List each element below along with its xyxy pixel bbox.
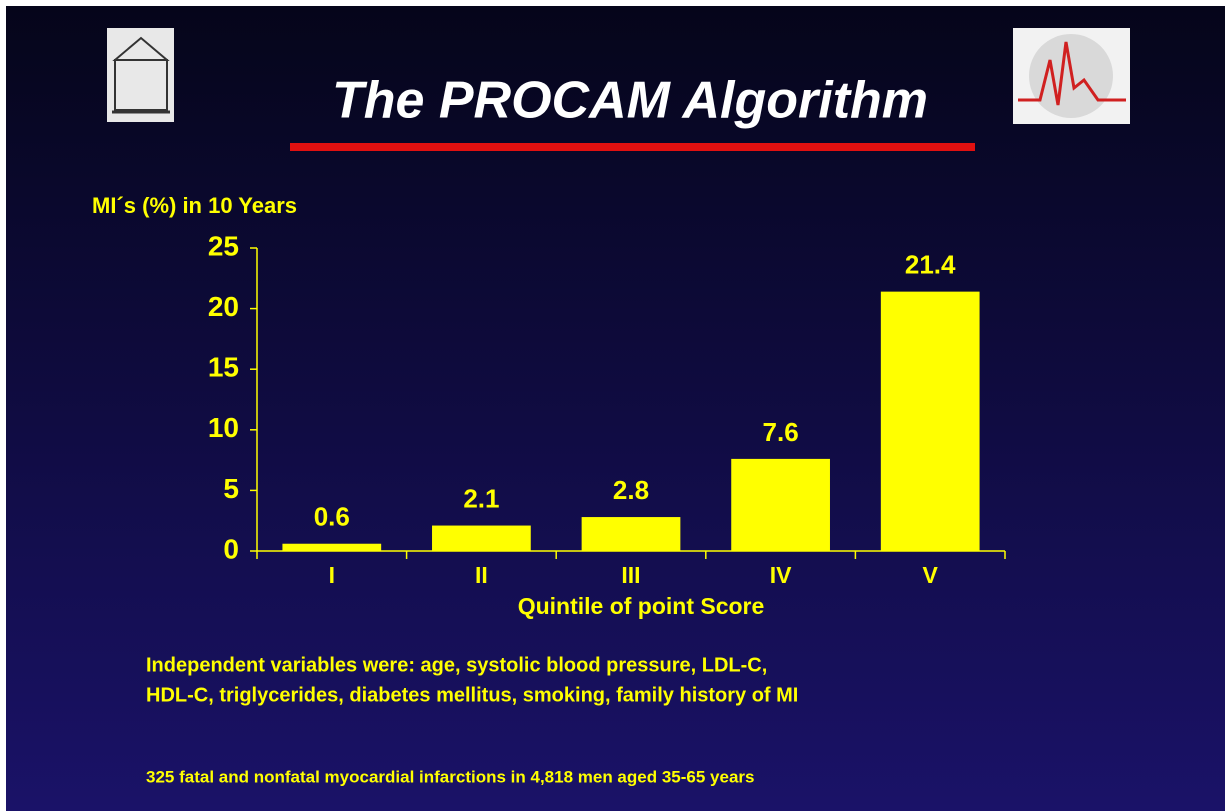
x-tick-label: I xyxy=(329,562,335,588)
y-tick-label: 15 xyxy=(208,352,239,383)
note: Independent variables were: age, systoli… xyxy=(146,654,767,676)
value-label: 7.6 xyxy=(763,417,799,447)
y-tick-label: 10 xyxy=(208,412,239,443)
value-label: 2.1 xyxy=(463,483,499,513)
bar xyxy=(731,458,830,551)
x-tick-label: II xyxy=(475,562,488,588)
title: The PROCAM Algorithm xyxy=(332,72,928,130)
globe-logo xyxy=(1013,28,1130,124)
note: HDL-C, triglycerides, diabetes mellitus,… xyxy=(146,684,798,706)
y-axis-label: MI´s (%) in 10 Years xyxy=(92,193,297,218)
value-label: 2.8 xyxy=(613,475,649,505)
bar xyxy=(880,291,980,551)
y-tick-label: 5 xyxy=(223,473,239,504)
x-tick-label: IV xyxy=(770,562,792,588)
bar xyxy=(282,543,382,551)
x-axis-label: Quintile of point Score xyxy=(518,593,765,619)
x-tick-label: V xyxy=(923,562,939,588)
value-label: 0.6 xyxy=(314,502,350,532)
bar xyxy=(581,517,681,551)
title-underline xyxy=(290,143,975,151)
y-tick-label: 25 xyxy=(208,230,239,261)
note: 325 fatal and nonfatal myocardial infarc… xyxy=(146,767,754,786)
building-logo xyxy=(107,28,174,122)
y-tick-label: 20 xyxy=(208,291,239,322)
background xyxy=(6,6,1225,811)
x-tick-label: III xyxy=(621,562,640,588)
bar xyxy=(432,525,531,551)
value-label: 21.4 xyxy=(905,250,956,280)
y-tick-label: 0 xyxy=(223,533,239,564)
